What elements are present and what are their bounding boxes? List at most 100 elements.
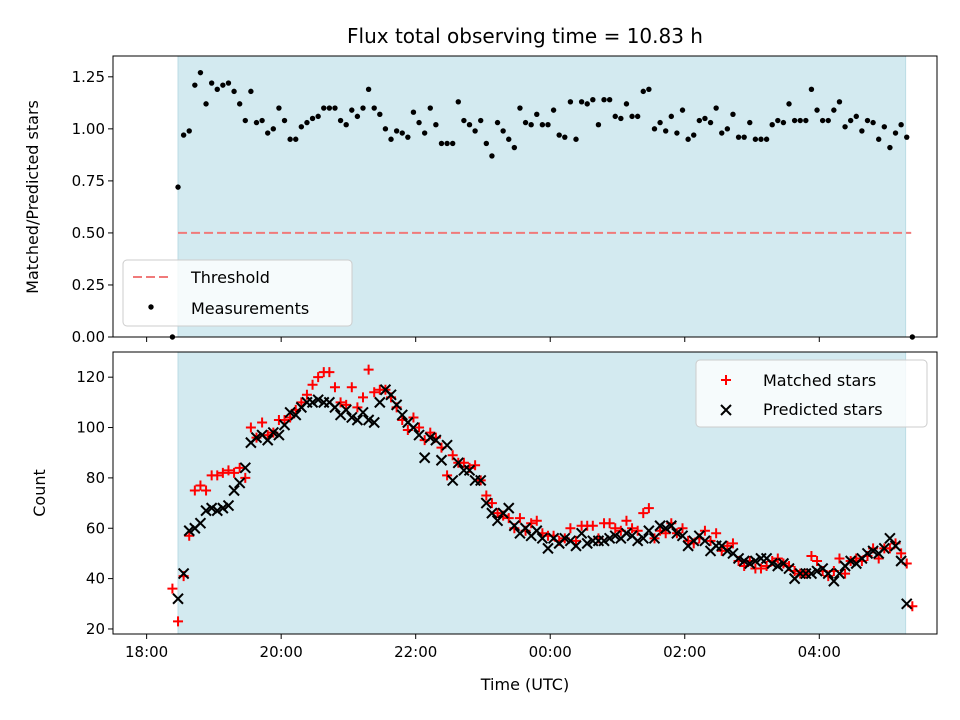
- matched-star-point: [217, 467, 228, 478]
- predicted-star-point: [273, 429, 285, 441]
- predicted-star-point: [643, 525, 655, 537]
- legend-measurements-swatch: [148, 304, 154, 310]
- measurement-point: [382, 126, 389, 132]
- matched-star-point: [604, 518, 615, 529]
- measurement-point: [455, 99, 461, 105]
- measurement-point: [730, 111, 736, 117]
- predicted-star-point: [340, 404, 352, 416]
- legend-box: [122, 259, 353, 327]
- predicted-star-point: [772, 560, 784, 572]
- measurement-point: [259, 117, 265, 124]
- measurement-point: [780, 119, 787, 126]
- measurement-point: [601, 97, 607, 103]
- predicted-star-point: [811, 565, 823, 577]
- measurement-point: [494, 119, 501, 126]
- measurement-point: [836, 99, 843, 105]
- predicted-star-point: [435, 454, 448, 466]
- measurement-point: [735, 134, 742, 140]
- predicted-star-point: [732, 552, 745, 565]
- measurement-point: [786, 101, 792, 107]
- matched-star-point: [772, 553, 783, 564]
- measurement-point: [354, 113, 361, 120]
- matched-star-point: [643, 503, 654, 514]
- predicted-star-point: [575, 527, 588, 539]
- measurement-point: [231, 88, 237, 95]
- predicted-star-point: [721, 545, 734, 557]
- measurement-point: [466, 121, 473, 128]
- measurement-point: [517, 105, 523, 111]
- matched-star-point: [716, 545, 727, 556]
- matched-star-point: [621, 515, 632, 526]
- predicted-star-point: [374, 396, 386, 409]
- measurement-point: [326, 105, 333, 111]
- matched-star-point: [486, 498, 497, 509]
- matched-star-point: [699, 525, 710, 536]
- y-tick-label: 1.00: [72, 120, 105, 138]
- measurement-point: [349, 107, 355, 113]
- measurement-point: [315, 113, 321, 120]
- predicted-star-point: [895, 555, 907, 567]
- predicted-star-point: [744, 557, 756, 570]
- predicted-star-point: [654, 520, 666, 532]
- matched-star-point: [240, 472, 251, 483]
- predicted-star-point: [620, 527, 633, 539]
- measurement-point: [791, 117, 798, 124]
- predicted-star-point: [609, 530, 621, 542]
- measurement-point: [478, 117, 484, 124]
- measurement-point: [410, 109, 417, 115]
- measurement-point: [186, 128, 192, 134]
- measurement-point: [309, 115, 316, 122]
- measurement-point: [881, 124, 888, 130]
- matched-star-point: [677, 523, 688, 534]
- measurement-point: [343, 121, 349, 128]
- predicted-star-point: [306, 396, 319, 409]
- matched-star-point: [587, 520, 598, 531]
- measurement-point: [567, 99, 574, 105]
- measurement-point: [612, 113, 618, 120]
- measurement-point: [550, 107, 557, 113]
- chart-title: Flux total observing time = 10.83 h: [347, 24, 703, 48]
- measurement-point: [691, 132, 697, 138]
- predicted-star-point: [262, 434, 274, 446]
- measurement-point: [864, 117, 871, 124]
- measurement-point: [332, 105, 338, 111]
- measurement-point: [321, 105, 327, 111]
- predicted-star-point: [889, 540, 902, 552]
- measurement-point: [713, 105, 719, 111]
- legend-matched-label: Matched stars: [763, 371, 876, 390]
- predicted-star-point: [368, 416, 380, 429]
- measurement-point: [197, 69, 204, 76]
- x-tick-label: 20:00: [260, 643, 303, 661]
- measurement-point: [270, 126, 277, 132]
- predicted-star-point: [205, 502, 218, 514]
- x-tick-label: 18:00: [125, 643, 168, 661]
- predicted-star-point: [570, 540, 582, 552]
- matched-star-point: [363, 364, 374, 375]
- predicted-star-point: [222, 499, 235, 512]
- matched-star-point: [565, 523, 576, 534]
- predicted-star-point: [396, 409, 408, 421]
- matched-star-point: [229, 467, 240, 478]
- legend-predicted-swatch: [720, 404, 732, 416]
- predicted-star-point: [581, 537, 593, 550]
- measurement-point: [416, 119, 422, 126]
- predicted-star-point: [418, 452, 431, 464]
- measurement-point: [377, 111, 383, 117]
- measurement-point: [819, 117, 826, 124]
- matched-star-point: [840, 568, 851, 579]
- predicted-star-point: [351, 414, 364, 426]
- measurement-point: [842, 124, 848, 130]
- predicted-star-point: [312, 394, 324, 406]
- matched-star-point: [296, 397, 307, 408]
- predicted-star-point: [671, 527, 683, 539]
- y-tick-label: 1.25: [72, 68, 105, 86]
- measurement-point: [265, 130, 271, 136]
- measurement-point: [752, 136, 759, 142]
- matched-star-point: [257, 417, 268, 428]
- predicted-star-point: [676, 530, 689, 542]
- measurement-point: [506, 136, 512, 142]
- measurement-point: [674, 130, 680, 136]
- measurement-point: [180, 132, 187, 138]
- matched-star-point: [369, 387, 380, 398]
- predicted-star-point: [430, 434, 442, 446]
